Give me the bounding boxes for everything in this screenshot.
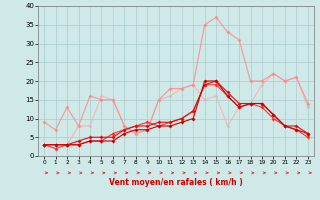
X-axis label: Vent moyen/en rafales ( km/h ): Vent moyen/en rafales ( km/h ): [109, 178, 243, 187]
